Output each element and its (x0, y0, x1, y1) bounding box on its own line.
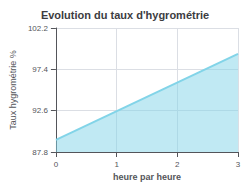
svg-text:0: 0 (54, 160, 59, 169)
svg-text:Taux hygrométrie %: Taux hygrométrie % (8, 50, 18, 130)
svg-text:97.4: 97.4 (32, 65, 48, 74)
svg-text:2: 2 (175, 160, 180, 169)
svg-text:heure par heure: heure par heure (113, 172, 181, 182)
svg-text:87.8: 87.8 (32, 148, 48, 157)
svg-text:3: 3 (236, 160, 241, 169)
svg-text:Evolution du taux d'hygrométri: Evolution du taux d'hygrométrie (41, 9, 209, 21)
svg-text:102.2: 102.2 (28, 24, 49, 33)
svg-text:92.6: 92.6 (32, 106, 48, 115)
svg-text:1: 1 (114, 160, 119, 169)
